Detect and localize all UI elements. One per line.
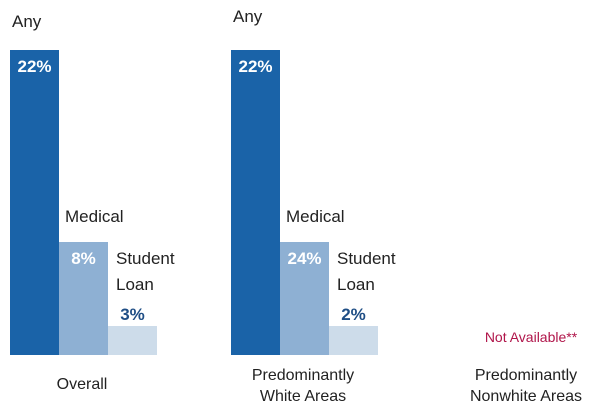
- value-label-0-student-loan: 3%: [120, 305, 145, 324]
- value-label-0-medical: 8%: [71, 249, 96, 268]
- bar-0-any: [10, 50, 59, 355]
- category-label-medical-1: Medical: [286, 207, 345, 226]
- group-label-1: Predominantly: [252, 367, 354, 384]
- bar-1-any: [231, 50, 280, 355]
- labels-layer: 22% 8% 3% Any Medical Student Loan 22% 24% 2% Any M…: [12, 7, 582, 405]
- category-label-student-loan-1: Student: [337, 249, 396, 268]
- bar-0-medical: [59, 242, 108, 355]
- category-label-student-loan-0: Student: [116, 249, 175, 268]
- group-label-0: Overall: [57, 376, 108, 393]
- category-label-any-0: Any: [12, 12, 42, 31]
- category-label-student-loan-2-0: Loan: [116, 275, 154, 294]
- value-label-1-any: 22%: [238, 57, 272, 76]
- value-label-0-any: 22%: [17, 57, 51, 76]
- category-label-student-loan-2-1: Loan: [337, 275, 375, 294]
- bar-0-student-loan: [108, 326, 157, 355]
- not-available-label: Not Available**: [485, 329, 578, 345]
- value-label-1-medical: 24%: [287, 249, 321, 268]
- bar-1-medical: [280, 242, 329, 355]
- group-label-2-line2: Nonwhite Areas: [470, 388, 582, 405]
- category-label-any-1: Any: [233, 7, 263, 26]
- group-label-2: Predominantly: [475, 367, 577, 384]
- category-label-medical-0: Medical: [65, 207, 124, 226]
- bar-1-student-loan: [329, 326, 378, 355]
- value-label-1-student-loan: 2%: [341, 305, 366, 324]
- group-label-1-line2: White Areas: [260, 388, 346, 405]
- bars-layer: [10, 50, 378, 355]
